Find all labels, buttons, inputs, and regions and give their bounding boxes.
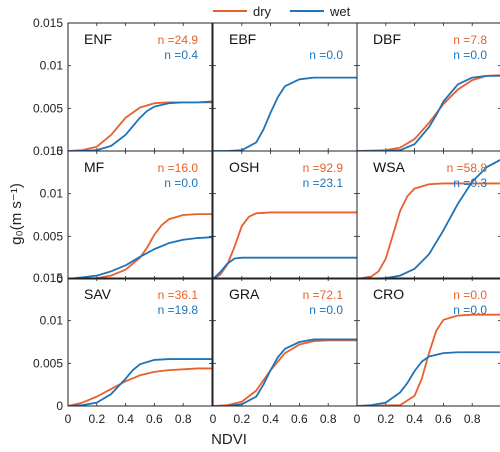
dry-n-label: n =0.0: [453, 288, 487, 302]
panel-title: EBF: [229, 31, 256, 47]
wet-n-label: n =0.0: [309, 303, 343, 317]
series-line-wet: [357, 159, 500, 279]
x-tick-label: 0: [65, 412, 72, 426]
y-tick-labels: 00.0050.010.01500.0050.010.01500.0050.01…: [33, 16, 63, 413]
panel-dbf: DBF n =7.8n =0.0: [356, 22, 500, 152]
y-tick-label: 0: [56, 399, 63, 413]
x-tick-label: 0.4: [406, 412, 423, 426]
series-line-dry: [68, 213, 212, 279]
wet-n-label: n =0.0: [453, 48, 487, 62]
series-line-wet: [68, 358, 212, 406]
dry-n-label: n =92.9: [303, 161, 344, 175]
series-line-dry: [357, 182, 500, 279]
y-tick-label: 0.015: [33, 271, 63, 285]
x-tick-label: 0.4: [262, 412, 279, 426]
x-tick-labels: 0 0.2 0.4 0.6 0.8 0 0.2 0.4 0.6 0.8 0 0.2 0.4 0.6 0.8: [65, 412, 481, 426]
wet-n-label: n =0.0: [453, 303, 487, 317]
dry-n-label: n =36.1: [158, 288, 199, 302]
x-tick-label: 0.6: [435, 412, 452, 426]
panel-gra: GRA n =72.1n =0.0: [212, 277, 358, 407]
panel-title: SAV: [84, 286, 112, 302]
x-tick-label: 0.2: [88, 412, 105, 426]
y-axis-title: g₀(m s⁻¹): [8, 183, 25, 245]
series-line-wet: [213, 256, 357, 279]
y-tick-label: 0.01: [40, 314, 64, 328]
panel-title: OSH: [229, 159, 259, 175]
panel-title: CRO: [373, 286, 404, 302]
x-tick-label: 0.8: [464, 412, 481, 426]
series-line-dry: [68, 367, 212, 406]
dry-n-label: n =7.8: [453, 33, 487, 47]
panel-title: GRA: [229, 286, 260, 302]
x-tick-label: 0: [354, 412, 361, 426]
dry-n-label: n =24.9: [158, 33, 199, 47]
panel-title: ENF: [84, 31, 112, 47]
y-tick-label: 0.015: [33, 144, 63, 158]
y-tick-label: 0.005: [33, 356, 63, 370]
panel-title: DBF: [373, 31, 401, 47]
panel-frame: [67, 277, 213, 407]
wet-n-label: n =0.0: [164, 176, 198, 190]
x-tick-label: 0.2: [377, 412, 394, 426]
y-tick-label: 0.005: [33, 101, 63, 115]
wet-n-label: n =0.3: [453, 176, 487, 190]
wet-n-label: n =23.1: [303, 176, 344, 190]
panel-frame: [67, 150, 213, 280]
series-line-wet: [357, 351, 500, 406]
panel-title: MF: [84, 159, 104, 175]
x-tick-label: 0.4: [117, 412, 134, 426]
x-tick-label: 0.2: [233, 412, 250, 426]
panel-title: WSA: [373, 159, 406, 175]
panel-frame: [356, 150, 500, 280]
wet-n-label: n =0.0: [309, 48, 343, 62]
y-tick-label: 0.005: [33, 229, 63, 243]
x-tick-label: 0.8: [175, 412, 192, 426]
y-tick-label: 0.015: [33, 16, 63, 30]
x-tick-label: 0.8: [320, 412, 337, 426]
panel-ebf: EBF n =0.0: [212, 22, 358, 152]
dry-n-label: n =72.1: [303, 288, 344, 302]
legend: dry wet: [213, 4, 351, 19]
x-tick-label: 0.6: [146, 412, 163, 426]
y-tick-label: 0.01: [40, 187, 64, 201]
panel-osh: OSH n =92.9n =23.1: [212, 150, 358, 280]
panel-frame: [356, 277, 500, 407]
series-line-wet: [68, 100, 212, 151]
x-tick-label: 0.6: [291, 412, 308, 426]
panel-sav: SAV n =36.1n =19.8: [67, 277, 213, 407]
legend-wet-label: wet: [329, 4, 351, 19]
panel-mf: MF n =16.0n =0.0: [67, 150, 213, 280]
x-axis-title: NDVI: [211, 431, 247, 448]
legend-dry-label: dry: [253, 4, 272, 19]
series-line-dry: [357, 313, 500, 406]
series-line-wet: [357, 75, 500, 151]
wet-n-label: n =19.8: [158, 303, 199, 317]
series-line-wet: [213, 338, 357, 406]
x-tick-label: 0: [210, 412, 217, 426]
panel-cro: CRO n =0.0n =0.0: [356, 277, 500, 407]
series-line-wet: [68, 236, 212, 279]
series-line-wet: [213, 76, 357, 151]
panel-enf: ENF n =24.9n =0.4: [67, 22, 213, 152]
dry-n-label: n =58.8: [447, 161, 488, 175]
wet-n-label: n =0.4: [164, 48, 198, 62]
dry-n-label: n =16.0: [158, 161, 199, 175]
y-tick-label: 0: [56, 272, 63, 286]
y-tick-label: 0.01: [40, 59, 64, 73]
y-tick-label: 0: [56, 144, 63, 158]
panel-wsa: WSA n =58.8n =0.3: [356, 150, 500, 280]
